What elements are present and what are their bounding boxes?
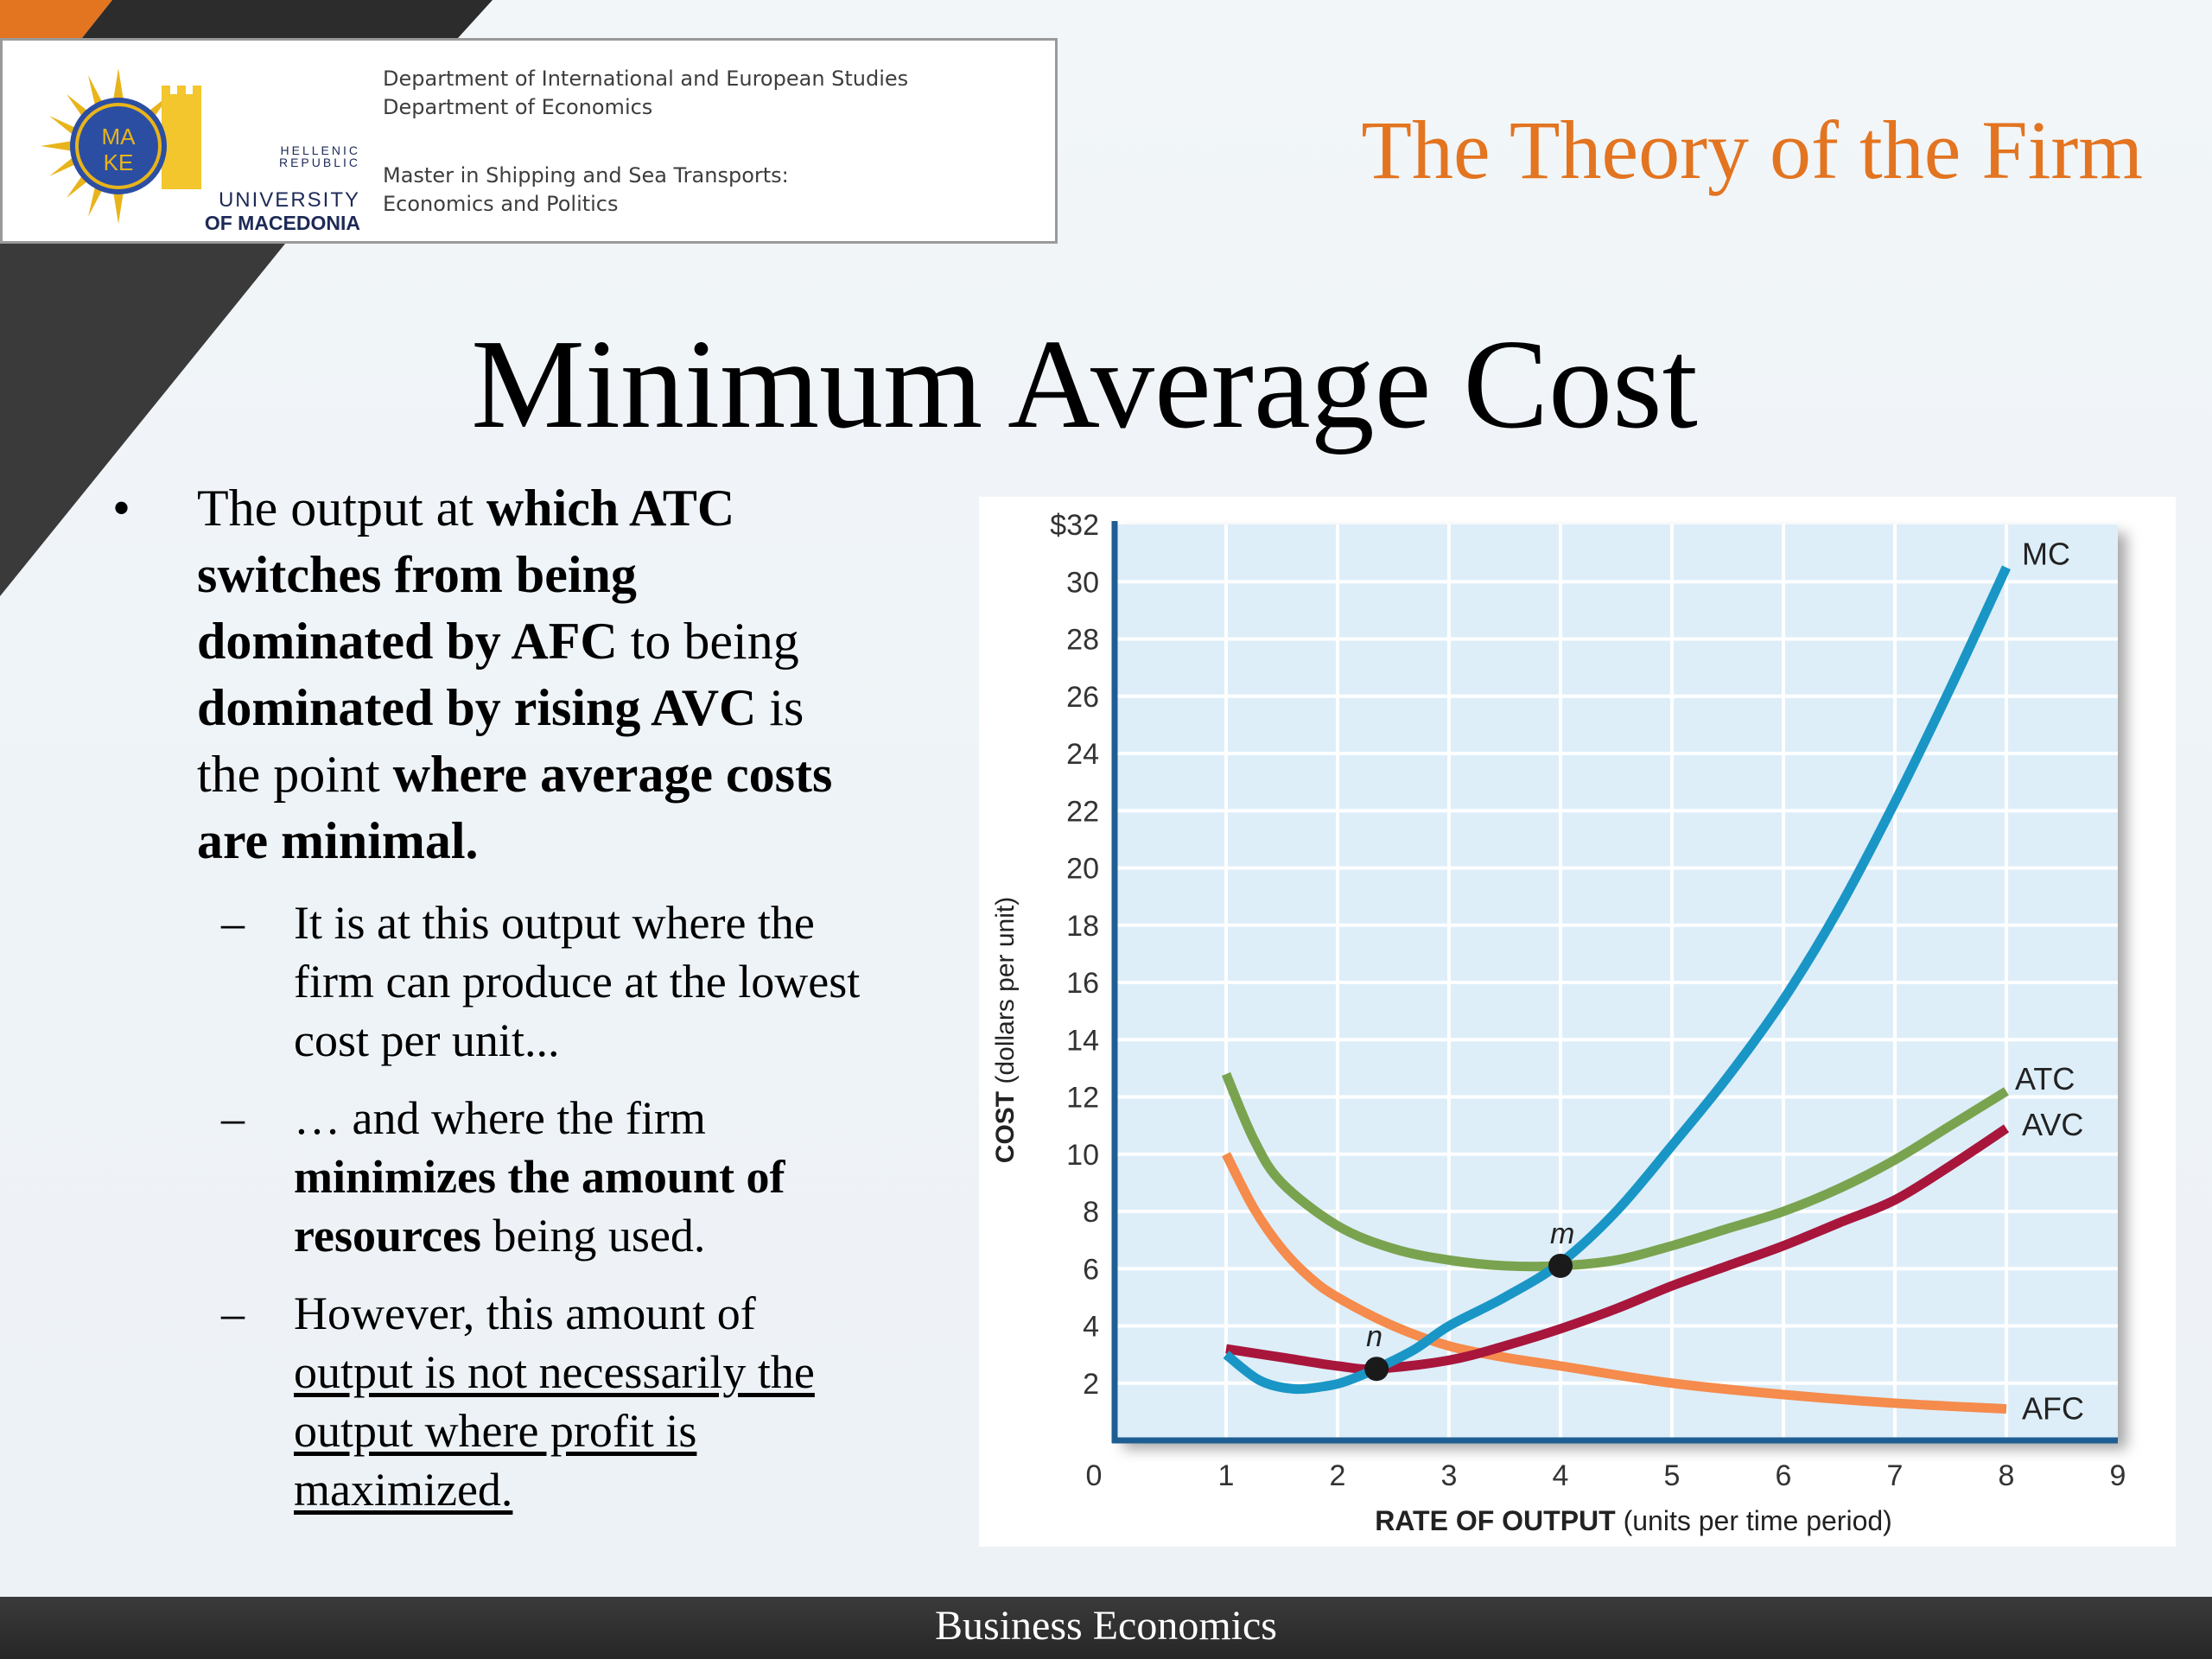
main-bullet: • The output at which ATC switches from …: [112, 475, 873, 874]
series-lines: [1221, 565, 2011, 1414]
bullet-list: • The output at which ATC switches from …: [112, 475, 873, 1519]
series-line-mc: [1223, 565, 2011, 1395]
y-tick-label: 24: [1066, 738, 1099, 771]
point-label-n: n: [1366, 1320, 1382, 1353]
grid-lines: [1115, 524, 2118, 1440]
x-tick-label: 2: [1330, 1459, 1346, 1492]
seal-text-bottom: KE: [104, 149, 134, 175]
series-line-atc: [1221, 1071, 2009, 1272]
university-logo: MA KE HELLENIC REPUBLIC UNIVERSITY OF MA…: [32, 60, 360, 234]
x-tick-label: 0: [1086, 1459, 1103, 1492]
sub-bullet-2-bold: minimizes the amount of resources: [294, 1151, 785, 1262]
x-tick-label: 6: [1776, 1459, 1792, 1492]
orange-top-stripe: [0, 0, 112, 38]
chart-panel: 0 1 2 3 4 5 6 7 8 9 2 4 6 8 10 12 14 16 18 20 22 24 26 28 30 $32 …: [979, 497, 2176, 1547]
dark-left-wedge: [0, 244, 285, 596]
sub-bullet-2-text-2: being used.: [480, 1210, 706, 1262]
slide-title: Minimum Average Cost: [471, 314, 1698, 455]
sub-bullet-2-text-1: … and where the firm: [294, 1092, 706, 1144]
x-tick-label: 7: [1887, 1459, 1904, 1492]
axes: [1111, 521, 2118, 1444]
sub-bullet-1-text: It is at this output where the firm can …: [294, 897, 861, 1066]
dept-line-2: Department of Economics: [383, 95, 653, 119]
y-tick-label: 30: [1066, 566, 1099, 599]
university-name: UNIVERSITY OF MACEDONIA: [204, 188, 360, 235]
x-tick-label: 9: [2110, 1459, 2126, 1492]
y-tick-label: 18: [1066, 910, 1099, 943]
hellenic-republic-label: HELLENIC REPUBLIC: [278, 143, 360, 169]
series-labels: MC ATC AVC AFC: [2015, 537, 2084, 1427]
bullet-bold-2: dominated by rising AVC: [197, 679, 757, 736]
y-tick-label: 14: [1066, 1024, 1099, 1057]
program-line-2: Economics and Politics: [383, 192, 619, 216]
y-tick-label: 12: [1066, 1082, 1099, 1115]
point-label-m: m: [1550, 1217, 1574, 1250]
y-tick-label: 22: [1066, 795, 1099, 828]
dash-glyph: –: [221, 1092, 245, 1144]
program-lines: Master in Shipping and Sea Transports: E…: [383, 162, 1039, 219]
sub-bullet-2: – … and where the firm minimizes the amo…: [112, 1089, 873, 1265]
bullet-bold-1: which ATC switches from being dominated …: [197, 480, 735, 670]
seal-icon: MA KE: [41, 68, 201, 224]
y-tick-label: 4: [1083, 1311, 1099, 1344]
y-tick-label: 2: [1083, 1368, 1099, 1401]
bullet-text-2: to being: [617, 613, 799, 670]
x-tick-label: 4: [1553, 1459, 1569, 1492]
y-tick-label: 20: [1066, 853, 1099, 886]
y-tick-label: $32: [1050, 509, 1099, 542]
bullet-text-3: is the point: [197, 679, 804, 803]
x-axis-label-rest: (units per time period): [1616, 1505, 1892, 1536]
y-tick-label: 26: [1066, 681, 1099, 714]
topic-title: The Theory of the Firm: [1361, 104, 2143, 196]
x-axis-label: RATE OF OUTPUT (units per time period): [1375, 1505, 1892, 1536]
dark-top-stripe: [82, 0, 493, 38]
y-tick-label: 8: [1083, 1196, 1099, 1229]
dash-glyph: –: [221, 897, 245, 949]
x-axis-label-bold: RATE OF OUTPUT: [1375, 1505, 1616, 1536]
x-tick-label: 8: [1999, 1459, 2015, 1492]
series-label-mc: MC: [2022, 537, 2070, 572]
x-tick-label: 5: [1664, 1459, 1681, 1492]
bullet-bold-3: where average costs are minimal.: [197, 746, 833, 869]
y-tick-label: 16: [1066, 967, 1099, 1000]
sub-bullet-3-text: However, this amount of: [294, 1287, 756, 1339]
sub-bullet-1: – It is at this output where the firm ca…: [112, 893, 873, 1070]
bullet-text-1: The output at: [197, 480, 486, 537]
series-label-afc: AFC: [2022, 1391, 2084, 1427]
point-n: [1364, 1357, 1389, 1382]
header-box: MA KE HELLENIC REPUBLIC UNIVERSITY OF MA…: [0, 38, 1058, 244]
dash-glyph: –: [221, 1287, 245, 1339]
series-label-avc: AVC: [2022, 1107, 2083, 1142]
bullet-glyph: •: [112, 480, 131, 537]
x-tick-label: 1: [1218, 1459, 1235, 1492]
y-tick-label: 6: [1083, 1253, 1099, 1286]
y-axis-label-bold: COST: [991, 1091, 1020, 1163]
series-label-atc: ATC: [2015, 1061, 2075, 1096]
sub-bullet-3-underlined: output is not necessarily the output whe…: [294, 1346, 815, 1516]
cost-curves-chart: 0 1 2 3 4 5 6 7 8 924681012141618202224262830$32 …: [991, 509, 2126, 1536]
y-tick-label: 10: [1066, 1139, 1099, 1172]
y-axis-label: COST (dollars per unit): [991, 897, 1020, 1163]
footer-bar: [0, 1597, 2212, 1659]
x-tick-label: 3: [1441, 1459, 1458, 1492]
program-line-1: Master in Shipping and Sea Transports:: [383, 163, 789, 188]
dept-line-1: Department of International and European…: [383, 67, 909, 91]
y-tick-label: 28: [1066, 624, 1099, 657]
department-lines: Department of International and European…: [383, 65, 1039, 122]
footer-text: Business Economics: [935, 1603, 1277, 1649]
y-axis-label-rest: (dollars per unit): [991, 897, 1020, 1091]
point-m: [1548, 1253, 1573, 1278]
series-line-avc: [1225, 1124, 2010, 1374]
sub-bullet-3: – However, this amount of output is not …: [112, 1284, 873, 1519]
annotations: mn: [1364, 1217, 1574, 1382]
seal-text-top: MA: [102, 124, 137, 149]
